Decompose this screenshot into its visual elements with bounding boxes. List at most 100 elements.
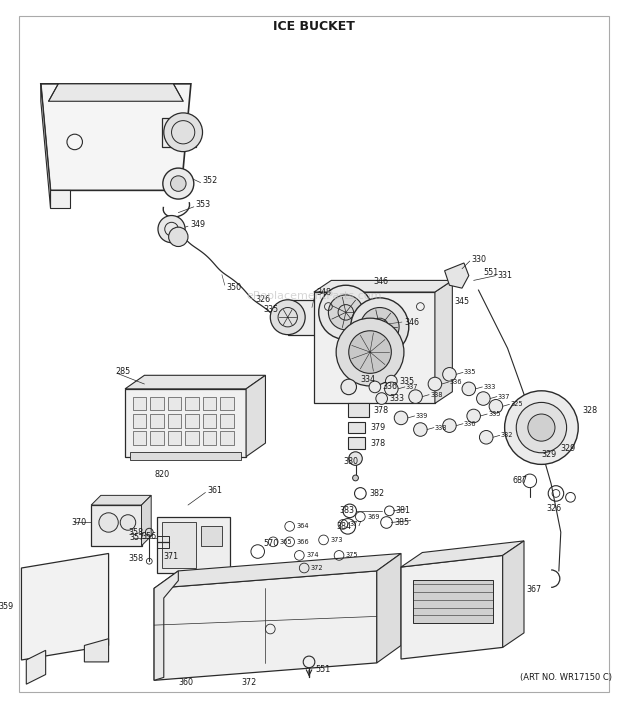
Text: 358: 358 — [128, 527, 143, 537]
Polygon shape — [154, 571, 377, 680]
Text: 338: 338 — [430, 392, 443, 398]
Text: 385: 385 — [394, 518, 409, 527]
Text: 334: 334 — [360, 375, 375, 384]
Text: 353: 353 — [196, 200, 211, 210]
Text: 336: 336 — [450, 379, 462, 385]
Text: 356: 356 — [141, 532, 157, 540]
Text: 358: 358 — [128, 554, 143, 563]
Bar — [185, 431, 198, 445]
Text: (ART NO. WR17150 C): (ART NO. WR17150 C) — [520, 673, 612, 682]
Text: 378: 378 — [370, 438, 385, 447]
Circle shape — [164, 113, 203, 152]
Text: 285: 285 — [115, 367, 131, 376]
Text: 348: 348 — [317, 288, 332, 297]
Text: 346: 346 — [373, 277, 388, 286]
Text: 373: 373 — [330, 537, 343, 543]
Bar — [348, 422, 365, 433]
Circle shape — [341, 379, 356, 394]
Bar — [288, 299, 317, 335]
Text: 367: 367 — [527, 585, 542, 594]
Polygon shape — [22, 554, 108, 660]
Circle shape — [120, 515, 136, 530]
Bar — [133, 414, 146, 428]
Polygon shape — [246, 375, 265, 457]
Bar — [162, 522, 196, 568]
Polygon shape — [377, 554, 401, 663]
Text: 570: 570 — [264, 539, 279, 548]
Circle shape — [170, 176, 186, 191]
Text: 372: 372 — [241, 678, 257, 687]
Text: 372: 372 — [311, 565, 324, 571]
Circle shape — [353, 475, 358, 481]
Polygon shape — [162, 118, 196, 147]
Text: 339: 339 — [415, 413, 428, 419]
Circle shape — [270, 299, 305, 335]
Text: 326: 326 — [546, 504, 561, 513]
Bar — [348, 438, 365, 449]
Text: 336: 336 — [383, 382, 397, 392]
Bar — [348, 404, 369, 417]
Bar — [167, 414, 181, 428]
Text: 359: 359 — [0, 603, 14, 611]
Bar — [220, 414, 234, 428]
Text: 328: 328 — [582, 406, 597, 415]
Circle shape — [477, 392, 490, 405]
Polygon shape — [154, 554, 401, 588]
Circle shape — [409, 390, 422, 404]
Polygon shape — [141, 496, 151, 546]
Circle shape — [158, 215, 185, 243]
Bar — [201, 526, 222, 546]
Circle shape — [384, 382, 398, 396]
Bar — [185, 396, 198, 410]
Text: 361: 361 — [207, 486, 223, 495]
Polygon shape — [401, 541, 524, 567]
Text: 369: 369 — [367, 514, 379, 520]
Bar — [150, 396, 164, 410]
Circle shape — [99, 513, 118, 532]
Bar — [150, 431, 164, 445]
Polygon shape — [314, 292, 435, 404]
Polygon shape — [84, 639, 108, 662]
Text: eReplacementParts.com: eReplacementParts.com — [246, 291, 382, 301]
Bar — [413, 580, 493, 623]
Bar — [91, 505, 141, 546]
Bar — [167, 396, 181, 410]
Bar — [203, 431, 216, 445]
Circle shape — [329, 295, 363, 330]
Circle shape — [462, 382, 476, 396]
Text: 357: 357 — [130, 534, 145, 542]
Text: 383: 383 — [339, 506, 354, 515]
Circle shape — [394, 411, 408, 425]
Bar — [157, 517, 229, 573]
Circle shape — [443, 367, 456, 381]
Text: 352: 352 — [203, 176, 218, 185]
Polygon shape — [125, 389, 246, 457]
Text: 331: 331 — [498, 271, 513, 280]
Polygon shape — [41, 84, 191, 190]
Text: 360: 360 — [179, 678, 193, 687]
Polygon shape — [91, 496, 151, 505]
Circle shape — [489, 399, 503, 413]
Text: 349: 349 — [190, 219, 205, 229]
Circle shape — [528, 414, 555, 441]
Text: 333: 333 — [389, 394, 404, 403]
Bar — [185, 414, 198, 428]
Text: 364: 364 — [296, 523, 309, 530]
Circle shape — [414, 423, 427, 436]
Text: 687: 687 — [512, 476, 528, 486]
Text: 375: 375 — [346, 552, 358, 559]
Circle shape — [428, 377, 441, 391]
Text: 366: 366 — [296, 539, 309, 545]
Text: 551: 551 — [316, 666, 331, 674]
Text: 378: 378 — [374, 406, 389, 415]
Text: 335: 335 — [488, 411, 501, 417]
Polygon shape — [50, 190, 70, 207]
Bar — [203, 396, 216, 410]
Text: 370: 370 — [72, 518, 87, 527]
Text: 335: 335 — [264, 305, 278, 314]
Polygon shape — [125, 375, 265, 389]
Text: 382: 382 — [369, 489, 384, 498]
Bar — [130, 452, 241, 459]
Text: 336: 336 — [464, 421, 476, 427]
Text: 820: 820 — [154, 469, 169, 479]
